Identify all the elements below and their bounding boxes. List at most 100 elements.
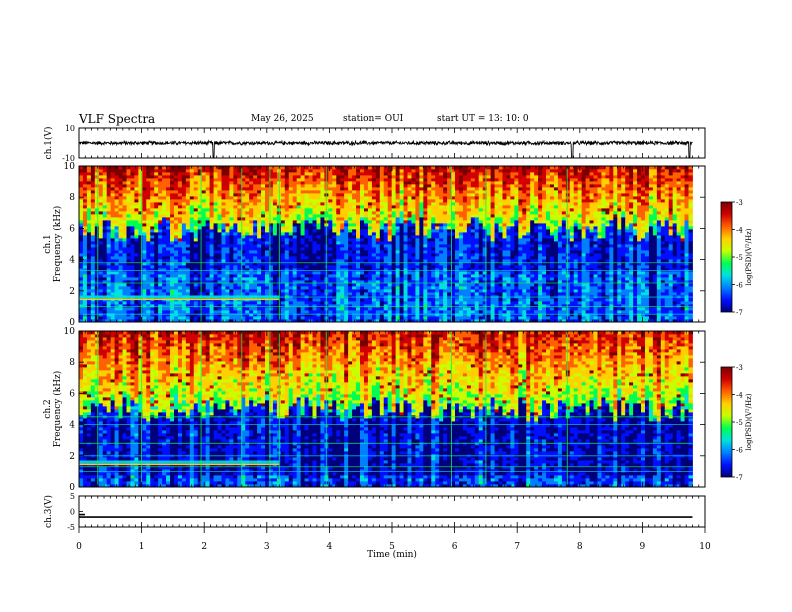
spectrogram-cell	[79, 178, 84, 182]
spectrogram-cell	[205, 199, 211, 203]
spectrogram-cell	[356, 187, 361, 191]
spectrogram-cell	[185, 286, 191, 290]
spectrogram-cell	[367, 301, 373, 305]
spectrogram-cell	[82, 265, 88, 269]
spectrogram-cell	[122, 184, 127, 188]
spectrogram-cell	[86, 256, 92, 260]
spectrogram-cell	[126, 172, 131, 176]
spectrogram-cell	[217, 172, 222, 176]
spectrogram-cell	[205, 268, 211, 272]
spectrogram-cell	[213, 187, 218, 191]
spectrogram-cell	[407, 277, 412, 281]
spectrogram-cell	[300, 202, 305, 206]
spectrogram-cell	[150, 205, 155, 209]
spectrogram-cell	[110, 256, 116, 260]
spectrogram-cell	[304, 280, 309, 284]
spectrogram-cell	[146, 190, 151, 194]
spectrogram-cell	[280, 286, 286, 290]
spectrogram-cell	[419, 187, 424, 191]
spectrogram-cell	[197, 262, 203, 266]
spectrogram-cell	[86, 307, 92, 311]
spectrogram-cell	[261, 271, 266, 275]
spectrogram-cell	[304, 181, 309, 185]
spectrogram-cell	[237, 190, 242, 194]
spectrogram-cell	[387, 262, 393, 266]
spectrogram-cell	[233, 271, 238, 275]
spectrogram-cell	[261, 211, 266, 215]
spectrogram-cell	[249, 247, 254, 251]
spectrogram-cell	[253, 259, 258, 263]
ch1-waveform-series	[78, 139, 693, 159]
spectrogram-cell	[332, 187, 337, 191]
spectrogram-cell	[209, 193, 214, 197]
spectrogram-cell	[261, 283, 266, 287]
spectrogram-cell	[158, 229, 163, 233]
spectrogram-cell	[241, 319, 246, 323]
spectrogram-cell	[158, 184, 163, 188]
spectrogram-cell	[336, 262, 341, 266]
spectrogram-cell	[379, 235, 385, 239]
spectrogram-cell	[130, 250, 135, 254]
spectrogram-cell	[288, 289, 294, 293]
spectrogram-cell	[363, 238, 369, 242]
spectrogram-cell	[415, 169, 420, 173]
spectrogram-cell	[320, 286, 325, 290]
spectrogram-cell	[146, 286, 151, 290]
spectrogram-cell	[375, 247, 381, 251]
spectrogram-cell	[415, 196, 420, 200]
spectrogram-cell	[146, 217, 151, 221]
spectrogram-cell	[213, 304, 218, 308]
spectrogram-cell	[431, 262, 436, 266]
spectrogram-cell	[296, 274, 302, 278]
spectrogram-cell	[245, 187, 250, 191]
spectrogram-cell	[253, 214, 258, 218]
station-label: station= OUI	[343, 114, 404, 124]
spectrogram-cell	[205, 217, 211, 221]
spectrogram-cell	[245, 184, 250, 188]
spectrogram-cell	[288, 253, 294, 257]
spectrogram-cell	[383, 193, 389, 197]
spectrogram-cell	[82, 304, 88, 308]
spectrogram-cell	[399, 169, 404, 173]
spectrogram-cell	[265, 241, 270, 245]
spectrogram-cell	[122, 238, 127, 242]
spectrogram-cell	[419, 250, 424, 254]
spectrogram-cell	[348, 259, 353, 263]
spectrogram-cell	[90, 313, 96, 317]
spectrogram-cell	[86, 199, 92, 203]
spectrogram-cell	[411, 307, 416, 311]
spectrogram-cell	[284, 244, 290, 248]
spectrogram-cell	[292, 253, 298, 257]
spectrogram-cell	[253, 292, 258, 296]
spectrogram-cell	[332, 316, 337, 320]
spectrogram-cell	[348, 301, 353, 305]
spectrogram-cell	[344, 292, 349, 296]
spectrogram-cell	[304, 169, 309, 173]
spectrogram-cell	[142, 286, 147, 290]
spectrogram-cell	[185, 280, 191, 284]
spectrogram-cell	[336, 274, 341, 278]
spectrogram-cell	[431, 187, 436, 191]
spectrogram-cell	[411, 190, 416, 194]
spectrogram-cell	[94, 244, 100, 248]
spectrogram-cell	[371, 172, 377, 176]
spectrogram-cell	[86, 289, 92, 293]
spectrogram-cell	[142, 226, 147, 230]
spectrogram-cell	[213, 244, 218, 248]
spectrogram-cell	[118, 319, 123, 323]
spectrogram-cell	[122, 271, 127, 275]
spectrogram-cell	[197, 184, 203, 188]
spectrogram-cell	[308, 229, 313, 233]
spectrogram-cell	[249, 205, 254, 209]
spectrogram-cell	[150, 232, 155, 236]
spectrogram-cell	[431, 190, 436, 194]
spectrogram-cell	[427, 202, 432, 206]
spectrogram-cell	[288, 268, 294, 272]
spectrogram-cell	[312, 310, 317, 314]
spectrogram-cell	[217, 202, 222, 206]
spectrogram-cell	[82, 277, 88, 281]
spectrogram-cell	[110, 274, 116, 278]
spectrogram-cell	[253, 193, 258, 197]
spectrogram-cell	[110, 211, 116, 215]
spectrogram-cell	[391, 265, 397, 269]
